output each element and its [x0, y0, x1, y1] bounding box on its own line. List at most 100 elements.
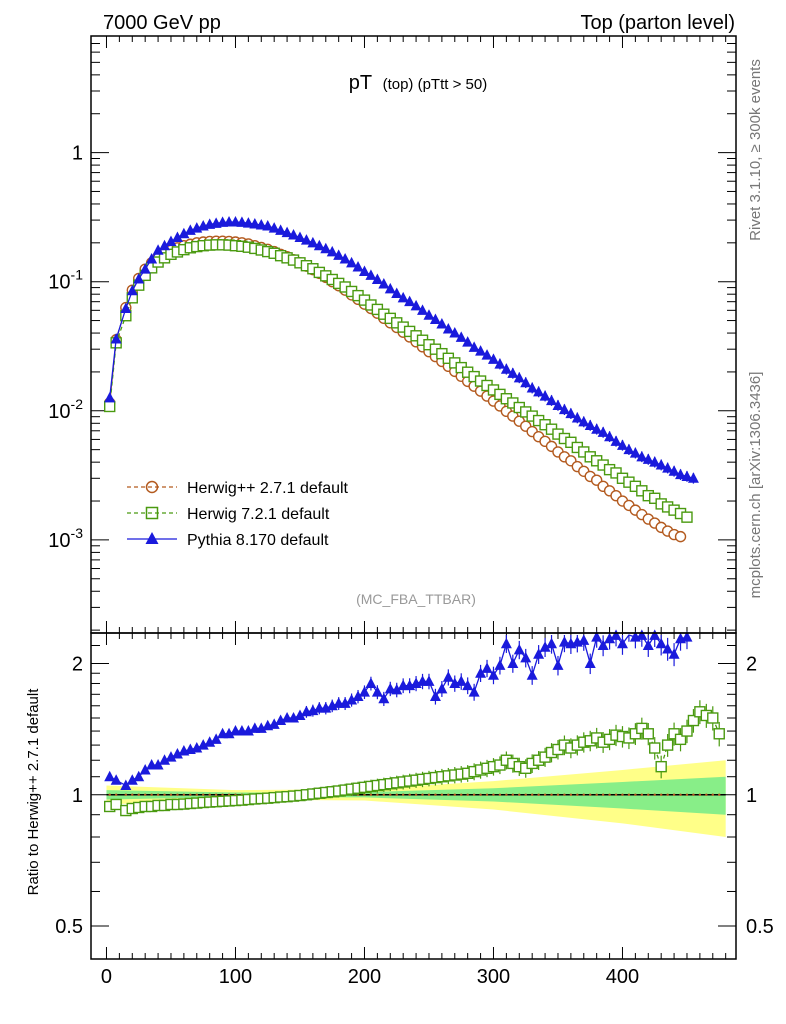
ratio-point-herwigpp	[176, 793, 179, 796]
header-right: Top (parton level)	[580, 12, 735, 34]
ratio-point-herwigpp	[601, 793, 605, 796]
data-point-pythia	[133, 272, 145, 284]
ratio-point-herwig7	[661, 739, 674, 751]
data-point-pythia	[320, 242, 332, 254]
data-point-pythia	[468, 341, 480, 352]
ratio-point-pythia	[468, 686, 480, 697]
data-point-pythia	[146, 252, 158, 264]
x-tick-label: 100	[219, 966, 252, 988]
ratio-point-pythia	[546, 637, 558, 649]
ratio-point-pythia	[197, 739, 209, 750]
data-point-pythia	[139, 263, 151, 274]
data-point-pythia	[520, 376, 532, 388]
ratio-point-herwig7	[681, 725, 693, 737]
data-point-pythia	[584, 419, 596, 430]
ratio-point-herwigpp	[569, 793, 573, 796]
x-tick-label: 200	[348, 966, 381, 988]
legend-marker-herwigpp	[145, 480, 159, 494]
ratio-point-pythia	[384, 682, 396, 694]
ratio-point-herwig7	[110, 798, 122, 811]
data-point-pythia	[423, 309, 435, 320]
ratio-point-pythia	[165, 751, 177, 762]
ratio-y-tick-label: 1	[72, 785, 83, 807]
ratio-point-herwigpp	[124, 793, 128, 796]
ratio-point-pythia	[110, 774, 122, 785]
ratio-point-pythia	[681, 631, 693, 642]
ratio-point-pythia	[636, 629, 648, 640]
data-point-pythia	[513, 371, 525, 383]
ratio-point-pythia	[500, 637, 512, 649]
ratio-point-pythia	[513, 643, 525, 655]
data-point-pythia	[591, 423, 603, 434]
ratio-point-pythia	[552, 659, 564, 670]
data-point-pythia	[307, 236, 319, 248]
data-point-pythia	[687, 472, 699, 483]
ratio-point-herwig7	[713, 728, 725, 740]
data-point-pythia	[384, 282, 396, 294]
ratio-point-herwigpp	[460, 793, 463, 796]
ratio-point-herwigpp	[647, 793, 650, 796]
ratio-point-pythia	[352, 690, 364, 702]
ratio-point-herwigpp	[214, 793, 218, 796]
ratio-point-herwigpp	[576, 793, 579, 796]
legend-label-herwig7: Herwig 7.2.1 default	[187, 506, 330, 523]
ratio-point-pythia	[578, 634, 590, 645]
ratio-point-herwigpp	[621, 793, 624, 796]
y-tick-label-exponent: -2	[71, 396, 84, 412]
ratio-point-herwigpp	[453, 793, 456, 796]
ratio-point-herwig7	[687, 714, 700, 727]
data-point-pythia	[481, 349, 493, 360]
plot-title: pT (top) (pTtt > 50)	[349, 72, 487, 94]
ratio-point-herwig7	[649, 742, 661, 754]
ratio-point-pythia	[616, 637, 628, 649]
rivet-label: Rivet 3.1.10, ≥ 300k events	[747, 59, 764, 241]
ratio-point-herwig7	[655, 760, 667, 773]
ratio-point-herwigpp	[395, 793, 398, 796]
ratio-point-herwigpp	[472, 793, 476, 796]
data-point-pythia	[294, 231, 306, 242]
ratio-point-herwigpp	[131, 793, 134, 796]
legend-entry-pythia: Pythia 8.170 default	[127, 532, 329, 549]
ratio-point-herwigpp	[150, 793, 153, 796]
ratio-point-herwigpp	[614, 793, 618, 796]
ratio-point-herwigpp	[627, 793, 631, 796]
data-point-pythia	[255, 218, 267, 230]
data-point-pythia	[655, 459, 667, 470]
ratio-point-pythia	[126, 774, 138, 785]
ratio-point-herwigpp	[208, 793, 211, 796]
data-point-pythia	[500, 363, 512, 374]
ratio-point-herwig7	[707, 712, 719, 724]
ratio-point-herwigpp	[389, 793, 392, 796]
ratio-point-herwigpp	[543, 793, 547, 796]
plot-title-sub: (top) (pTtt > 50)	[383, 76, 488, 93]
ratio-ylabel: Ratio to Herwig++ 2.7.1 default	[25, 688, 42, 896]
ratio-axis-ticks: 0 100 200 300 400 0.5 0.5 1 1 2 2	[55, 633, 774, 988]
data-point-pythia	[668, 465, 680, 476]
ratio-point-herwigpp	[189, 793, 192, 796]
ratio-point-pythia	[371, 686, 383, 697]
y-tick-label: 10-1	[48, 267, 83, 294]
ratio-point-herwigpp	[434, 793, 437, 796]
ratio-point-pythia	[171, 748, 183, 759]
ratio-point-pythia	[533, 648, 545, 659]
data-point-pythia	[462, 336, 474, 347]
ratio-point-herwigpp	[556, 793, 560, 796]
data-point-pythia	[120, 302, 132, 313]
ratio-point-herwigpp	[376, 793, 379, 796]
ratio-point-herwigpp	[143, 793, 147, 796]
ratio-point-herwigpp	[137, 793, 140, 796]
ratio-point-pythia	[558, 636, 570, 647]
ratio-point-herwigpp	[718, 793, 721, 796]
ratio-point-herwigpp	[163, 793, 166, 796]
legend-marker-pythia	[145, 532, 159, 544]
main-series-layer	[104, 215, 699, 543]
ratio-series-layer	[104, 629, 725, 817]
ratio-point-pythia	[210, 733, 222, 744]
data-point-pythia	[507, 367, 519, 378]
ratio-point-herwigpp	[221, 793, 224, 796]
ratio-point-herwig7	[642, 728, 654, 740]
y-tick-label-base: 10	[48, 272, 70, 294]
ratio-point-herwigpp	[382, 793, 386, 796]
ratio-point-herwigpp	[108, 793, 111, 796]
ratio-point-pythia	[642, 639, 654, 650]
